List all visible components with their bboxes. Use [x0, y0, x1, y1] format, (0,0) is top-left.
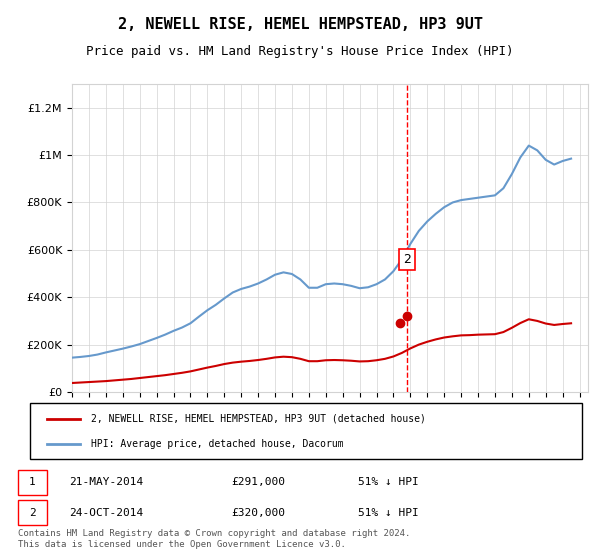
Text: 2: 2 [29, 507, 35, 517]
Text: 2, NEWELL RISE, HEMEL HEMPSTEAD, HP3 9UT: 2, NEWELL RISE, HEMEL HEMPSTEAD, HP3 9UT [118, 17, 482, 32]
Text: 51% ↓ HPI: 51% ↓ HPI [358, 507, 418, 517]
FancyBboxPatch shape [18, 469, 47, 495]
Text: 21-MAY-2014: 21-MAY-2014 [70, 477, 144, 487]
FancyBboxPatch shape [30, 403, 582, 459]
Text: £320,000: £320,000 [231, 507, 285, 517]
Text: 24-OCT-2014: 24-OCT-2014 [70, 507, 144, 517]
Text: 2, NEWELL RISE, HEMEL HEMPSTEAD, HP3 9UT (detached house): 2, NEWELL RISE, HEMEL HEMPSTEAD, HP3 9UT… [91, 414, 425, 424]
Text: HPI: Average price, detached house, Dacorum: HPI: Average price, detached house, Daco… [91, 438, 343, 449]
Text: Contains HM Land Registry data © Crown copyright and database right 2024.
This d: Contains HM Land Registry data © Crown c… [18, 529, 410, 549]
Text: 1: 1 [29, 477, 35, 487]
Text: 2: 2 [403, 253, 411, 266]
Text: £291,000: £291,000 [231, 477, 285, 487]
FancyBboxPatch shape [18, 500, 47, 525]
Text: 51% ↓ HPI: 51% ↓ HPI [358, 477, 418, 487]
Text: Price paid vs. HM Land Registry's House Price Index (HPI): Price paid vs. HM Land Registry's House … [86, 45, 514, 58]
